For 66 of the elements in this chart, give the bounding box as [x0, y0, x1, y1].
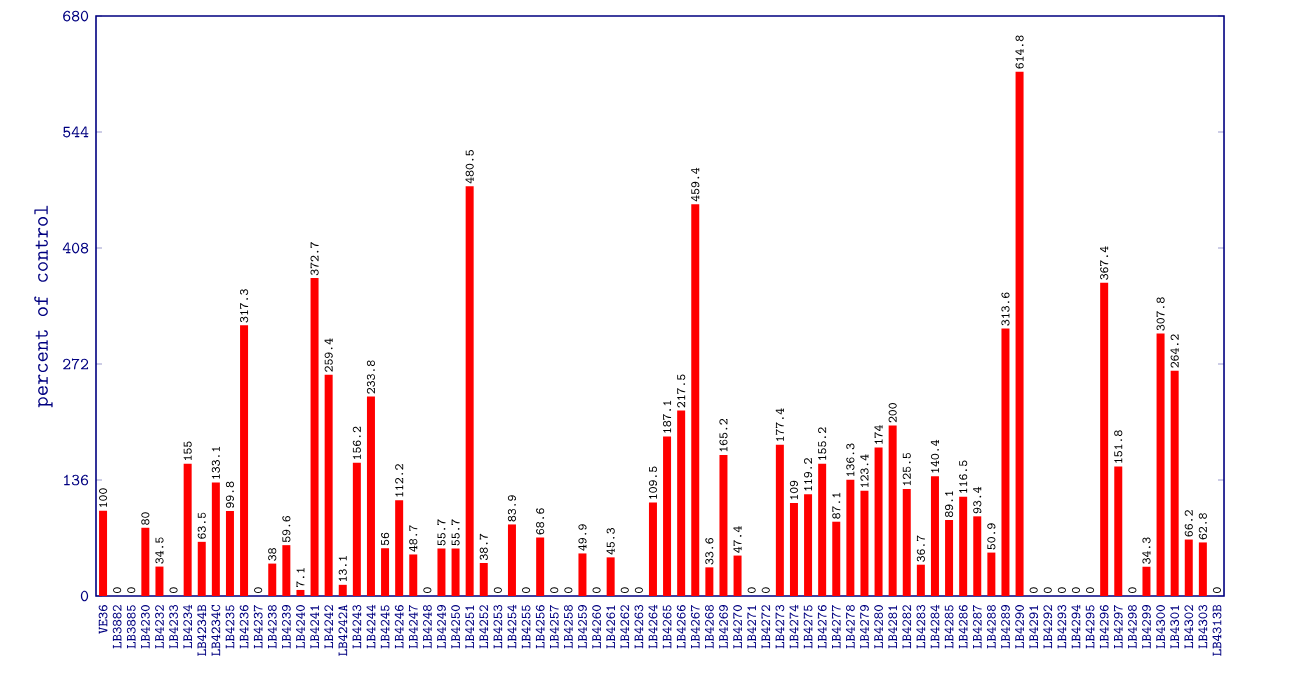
bar	[155, 566, 164, 596]
bar	[578, 553, 587, 596]
bar	[874, 447, 883, 596]
bar	[366, 396, 375, 596]
bar	[183, 463, 192, 596]
bar	[324, 374, 333, 596]
bar	[338, 584, 347, 596]
bar	[987, 552, 996, 596]
bar	[804, 494, 813, 596]
bar	[832, 521, 841, 596]
bar	[1156, 333, 1165, 596]
bar	[1114, 466, 1123, 596]
bar	[99, 510, 108, 596]
bar	[860, 490, 869, 596]
bar	[381, 548, 390, 596]
bar	[916, 564, 925, 596]
bar	[536, 537, 545, 596]
bar	[959, 496, 968, 596]
y-tick-label: 272	[63, 358, 89, 370]
bar	[282, 545, 291, 596]
y-tick-label: 136	[64, 474, 89, 486]
y-tick-label: 544	[63, 126, 89, 138]
bar	[240, 325, 249, 596]
bar	[775, 444, 784, 596]
y-tick-label: 408	[62, 242, 89, 254]
bar	[1198, 542, 1207, 596]
bar	[296, 589, 305, 596]
bar	[310, 278, 319, 596]
bar	[606, 557, 615, 596]
bar	[451, 548, 460, 596]
bar	[789, 503, 798, 596]
bar	[1015, 71, 1024, 596]
bar	[395, 500, 404, 596]
bar	[479, 562, 488, 596]
bar	[352, 462, 361, 596]
y-tick-label: 0	[80, 590, 89, 602]
bar	[268, 563, 277, 596]
bar	[1001, 328, 1010, 596]
bar	[846, 479, 855, 596]
bar	[691, 204, 700, 596]
bar	[437, 548, 446, 596]
bar	[663, 436, 672, 596]
bar	[945, 520, 954, 596]
bar	[677, 410, 686, 596]
bar	[1184, 539, 1193, 596]
bar	[225, 510, 234, 596]
y-tick-label: 680	[63, 10, 89, 22]
bar	[902, 488, 911, 596]
bar	[197, 541, 206, 596]
bar	[973, 516, 982, 596]
bar	[1100, 282, 1109, 596]
bar	[888, 425, 897, 596]
bar	[211, 482, 220, 596]
bar	[465, 186, 474, 596]
bar	[648, 502, 657, 596]
bar	[705, 567, 714, 596]
bar	[733, 555, 742, 596]
bar	[719, 455, 728, 596]
bar	[141, 527, 150, 596]
bar	[930, 476, 939, 596]
y-axis-title: percent of control	[34, 205, 53, 408]
bar	[818, 463, 827, 596]
bar	[409, 554, 418, 596]
bar	[507, 524, 516, 596]
bar	[1142, 566, 1151, 596]
bar	[1170, 370, 1179, 596]
